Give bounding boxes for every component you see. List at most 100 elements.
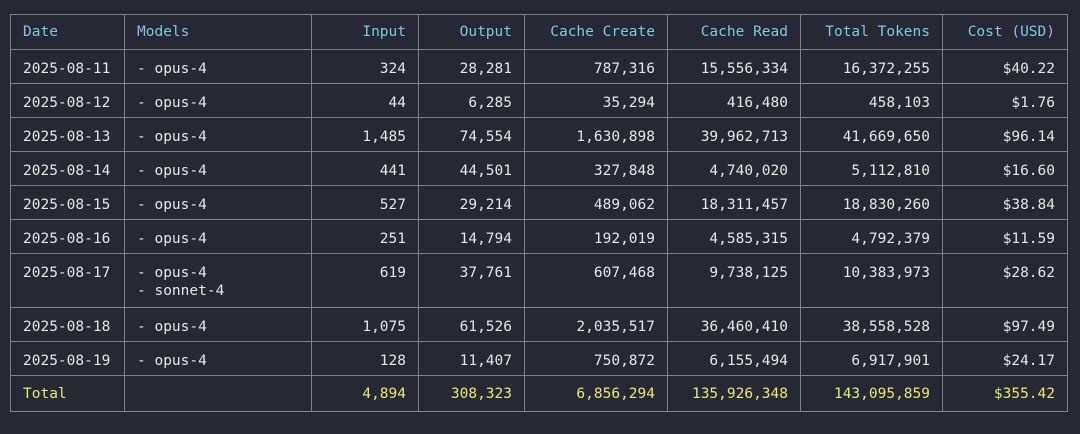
- cell-input: 251: [311, 219, 419, 254]
- cell-models: - opus-4: [124, 185, 312, 220]
- model-name: - opus-4: [137, 61, 207, 77]
- cell-models: - opus-4 - sonnet-4: [124, 253, 312, 308]
- total-label: Total: [10, 375, 125, 412]
- cell-cache-create: 2,035,517: [524, 307, 668, 342]
- cell-input: 527: [311, 185, 419, 220]
- model-name: - opus-4: [137, 163, 207, 179]
- col-header-total-tokens: Total Tokens: [800, 14, 943, 50]
- table-row: 2025-08-13 - opus-4 1,485 74,554 1,630,898 39…: [10, 117, 1068, 152]
- model-name: - opus-4: [137, 319, 207, 335]
- model-name: - opus-4: [137, 231, 207, 247]
- cell-models: - opus-4: [124, 341, 312, 376]
- cell-input: 441: [311, 151, 419, 186]
- cell-cache-create: 750,872: [524, 341, 668, 376]
- cell-output: 61,526: [418, 307, 525, 342]
- col-header-date: Date: [10, 14, 125, 50]
- table-row: 2025-08-18 - opus-4 1,075 61,526 2,035,517 36…: [10, 307, 1068, 342]
- header-row: Date Models Input Output Cache Create Ca…: [10, 14, 1068, 50]
- cell-output: 11,407: [418, 341, 525, 376]
- cell-date: 2025-08-11: [10, 49, 125, 84]
- model-name: - opus-4: [137, 129, 207, 145]
- cell-cache-create: 1,630,898: [524, 117, 668, 152]
- usage-table-frame: Date Models Input Output Cache Create Ca…: [10, 14, 1068, 412]
- cell-cost: $97.49: [942, 307, 1068, 342]
- cell-date: 2025-08-17: [10, 253, 125, 308]
- table-row: 2025-08-15 - opus-4 527 29,214 489,062 18,311…: [10, 185, 1068, 220]
- usage-table: Date Models Input Output Cache Create Ca…: [10, 14, 1068, 412]
- cell-total-tokens: 458,103: [800, 83, 943, 118]
- cell-models: - opus-4: [124, 219, 312, 254]
- col-header-output: Output: [418, 14, 525, 50]
- col-header-input: Input: [311, 14, 419, 50]
- cell-cache-read: 4,740,020: [667, 151, 801, 186]
- cell-cache-create: 327,848: [524, 151, 668, 186]
- total-models: [124, 375, 312, 412]
- cell-models: - opus-4: [124, 117, 312, 152]
- cell-cache-create: 489,062: [524, 185, 668, 220]
- cell-cost: $96.14: [942, 117, 1068, 152]
- col-header-models: Models: [124, 14, 312, 50]
- cell-models: - opus-4: [124, 307, 312, 342]
- model-name: - opus-4: [137, 197, 207, 213]
- cell-total-tokens: 10,383,973: [800, 253, 943, 308]
- cell-cost: $1.76: [942, 83, 1068, 118]
- cell-cache-create: 787,316: [524, 49, 668, 84]
- cell-models: - opus-4: [124, 83, 312, 118]
- cell-input: 1,485: [311, 117, 419, 152]
- cell-date: 2025-08-16: [10, 219, 125, 254]
- model-name: - opus-4: [137, 95, 207, 111]
- cell-cache-create: 607,468: [524, 253, 668, 308]
- table-body: 2025-08-11 - opus-4 324 28,281 787,316 15,556…: [10, 49, 1068, 376]
- cell-input: 619: [311, 253, 419, 308]
- cell-date: 2025-08-18: [10, 307, 125, 342]
- cell-total-tokens: 18,830,260: [800, 185, 943, 220]
- table-row: 2025-08-17 - opus-4 - sonnet-4 619 37,761 607…: [10, 253, 1068, 308]
- model-name: - opus-4: [137, 353, 207, 369]
- cell-input: 128: [311, 341, 419, 376]
- cell-cost: $16.60: [942, 151, 1068, 186]
- cell-output: 74,554: [418, 117, 525, 152]
- model-name: - opus-4: [137, 265, 207, 281]
- table-row: 2025-08-11 - opus-4 324 28,281 787,316 15,556…: [10, 49, 1068, 84]
- cell-models: - opus-4: [124, 151, 312, 186]
- cell-cache-read: 9,738,125: [667, 253, 801, 308]
- cell-cache-create: 35,294: [524, 83, 668, 118]
- cell-input: 1,075: [311, 307, 419, 342]
- cell-cache-read: 6,155,494: [667, 341, 801, 376]
- cell-cache-read: 4,585,315: [667, 219, 801, 254]
- cell-cache-read: 416,480: [667, 83, 801, 118]
- cell-total-tokens: 38,558,528: [800, 307, 943, 342]
- cell-input: 324: [311, 49, 419, 84]
- cell-cache-read: 39,962,713: [667, 117, 801, 152]
- col-header-cache-create: Cache Create: [524, 14, 668, 50]
- cell-total-tokens: 16,372,255: [800, 49, 943, 84]
- total-cache-create: 6,856,294: [524, 375, 668, 412]
- cell-output: 29,214: [418, 185, 525, 220]
- cell-output: 44,501: [418, 151, 525, 186]
- table-row: 2025-08-16 - opus-4 251 14,794 192,019 4,585,…: [10, 219, 1068, 254]
- cell-cost: $40.22: [942, 49, 1068, 84]
- cell-total-tokens: 6,917,901: [800, 341, 943, 376]
- cell-cache-create: 192,019: [524, 219, 668, 254]
- total-row: Total 4,894 308,323 6,856,294 135,926,34…: [10, 375, 1068, 412]
- col-header-cost: Cost (USD): [942, 14, 1068, 50]
- total-output: 308,323: [418, 375, 525, 412]
- cell-cache-read: 15,556,334: [667, 49, 801, 84]
- total-tokens: 143,095,859: [800, 375, 943, 412]
- table-row: 2025-08-12 - opus-4 44 6,285 35,294 416,480 45…: [10, 83, 1068, 118]
- col-header-cache-read: Cache Read: [667, 14, 801, 50]
- table-row: 2025-08-14 - opus-4 441 44,501 327,848 4,740,…: [10, 151, 1068, 186]
- cell-total-tokens: 4,792,379: [800, 219, 943, 254]
- cell-cost: $28.62: [942, 253, 1068, 308]
- cell-total-tokens: 41,669,650: [800, 117, 943, 152]
- total-cache-read: 135,926,348: [667, 375, 801, 412]
- total-input: 4,894: [311, 375, 419, 412]
- cell-date: 2025-08-12: [10, 83, 125, 118]
- cell-cost: $38.84: [942, 185, 1068, 220]
- cell-output: 14,794: [418, 219, 525, 254]
- cell-date: 2025-08-13: [10, 117, 125, 152]
- table-row: 2025-08-19 - opus-4 128 11,407 750,872 6,155,…: [10, 341, 1068, 376]
- cell-input: 44: [311, 83, 419, 118]
- cell-cache-read: 36,460,410: [667, 307, 801, 342]
- total-cost: $355.42: [942, 375, 1068, 412]
